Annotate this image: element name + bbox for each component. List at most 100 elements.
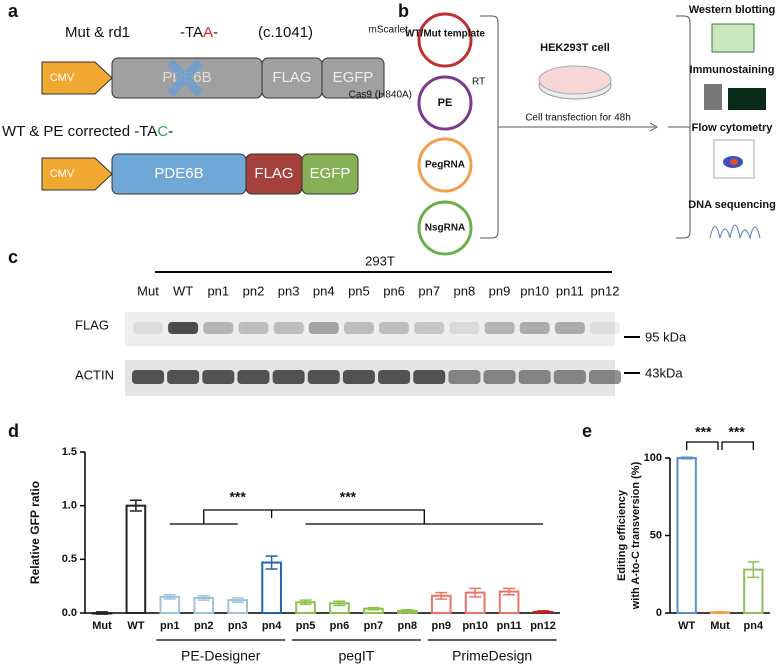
lane-label: pn11 — [556, 283, 584, 298]
reporter-label: EGFP — [333, 69, 374, 86]
codon-part: - — [168, 123, 173, 140]
y-tick-label: 0 — [656, 607, 662, 619]
significance-bracket — [686, 441, 754, 450]
band — [203, 322, 234, 334]
group-label: PrimeDesign — [452, 648, 532, 664]
knockout-cross — [166, 58, 204, 98]
lane-label: pn2 — [243, 283, 265, 298]
panel-a: Mut & rd1 -TAA- (c.1041) CMV PDE6B FLAG … — [2, 24, 385, 195]
error-bar — [469, 587, 482, 598]
panel-label: a — [8, 1, 19, 21]
error-bar — [197, 595, 210, 601]
panel-c: 293T FLAG ACTIN 95 kDa 43kDa — [75, 253, 687, 396]
blot-row-label: FLAG — [75, 317, 109, 332]
band — [379, 322, 410, 334]
tag-label: FLAG — [272, 69, 311, 86]
plasmid — [417, 12, 473, 68]
x-tick-label: pn10 — [462, 620, 488, 632]
significance-bracket — [169, 509, 273, 525]
error-bar — [129, 499, 142, 512]
band — [202, 370, 235, 384]
gene-label: PDE6B — [154, 165, 203, 182]
blot-strip — [125, 312, 615, 346]
y-tick-label: 50 — [650, 529, 662, 541]
size-marker: 95 kDa — [645, 329, 687, 344]
y-axis-label: Relative GFP ratio — [28, 481, 42, 584]
panel-label: c — [8, 247, 18, 267]
codon-part: -TA — [180, 24, 203, 41]
significance: *** — [229, 489, 246, 505]
band — [272, 370, 305, 384]
plasmid-feature: Cas9 (H840A) — [349, 90, 412, 101]
lane-label: pn10 — [520, 283, 549, 298]
y-axis-label: with A-to-C transversion (%) — [630, 461, 642, 610]
arrowhead — [649, 122, 659, 132]
x-tick-label: pn9 — [431, 620, 451, 632]
band — [589, 370, 621, 384]
band — [518, 370, 551, 384]
band — [308, 322, 339, 334]
band — [133, 322, 163, 334]
construct-text: WT & PE corrected -TA — [2, 123, 157, 140]
lane-label: pn1 — [207, 283, 229, 298]
band — [307, 370, 340, 384]
plasmid-name: NsgRNA — [425, 223, 466, 234]
error-bar — [714, 611, 726, 614]
reporter-box — [301, 153, 359, 195]
band — [237, 370, 270, 384]
band — [132, 370, 164, 384]
lane-label: pn4 — [313, 283, 335, 298]
codon: -TAA- — [180, 24, 218, 41]
reporter-box — [321, 57, 385, 99]
lane-label: WT — [173, 283, 193, 298]
band — [519, 322, 550, 334]
band — [553, 370, 586, 384]
panel-label: e — [582, 421, 592, 441]
lane-label: pn8 — [454, 283, 476, 298]
plasmid-name: WT/Mut template — [405, 29, 485, 40]
codon-mutation: A — [203, 24, 213, 41]
y-axis-label: Editing efficiency — [616, 489, 628, 581]
error-bar — [680, 456, 693, 460]
band — [343, 322, 374, 334]
x-tick-label: pn12 — [530, 620, 556, 632]
x-tick-label: WT — [678, 620, 695, 632]
error-bar — [333, 600, 346, 607]
image-icon — [728, 88, 766, 110]
y-tick-label: 1.0 — [62, 500, 77, 512]
band — [167, 370, 200, 384]
x-tick-label: pn2 — [194, 620, 214, 632]
y-tick-label: 0.5 — [62, 553, 77, 565]
chromatogram-icon — [709, 224, 761, 240]
x-tick-label: Mut — [710, 620, 730, 632]
bar — [261, 561, 282, 615]
plasmid-feature: mScarlet — [369, 25, 409, 36]
tag-label: FLAG — [254, 165, 293, 182]
band — [238, 322, 269, 334]
bar — [676, 457, 697, 614]
lane-label: pn3 — [278, 283, 300, 298]
blot-row-label: ACTIN — [75, 367, 114, 382]
promoter-label: CMV — [50, 72, 75, 84]
band — [168, 322, 199, 334]
x-tick-label: pn1 — [160, 620, 180, 632]
plasmid — [417, 200, 473, 256]
error-bar — [299, 599, 312, 606]
x-tick-label: pn8 — [398, 620, 418, 632]
band — [484, 322, 515, 334]
position: (c.1041) — [258, 24, 313, 41]
codon-part: - — [213, 24, 218, 41]
y-tick-label: 100 — [644, 452, 662, 464]
plasmid-name: PegRNA — [425, 160, 465, 171]
band — [342, 370, 375, 384]
band — [448, 370, 481, 384]
readout: Immunostaining — [690, 64, 775, 76]
cell-label: HEK293T cell — [540, 42, 610, 54]
error-bar — [435, 591, 448, 600]
band — [483, 370, 516, 384]
error-bar — [231, 597, 244, 604]
band — [449, 322, 480, 334]
panel-label: d — [8, 421, 19, 441]
promoter-label: CMV — [50, 168, 75, 180]
x-tick-label: Mut — [92, 620, 112, 632]
